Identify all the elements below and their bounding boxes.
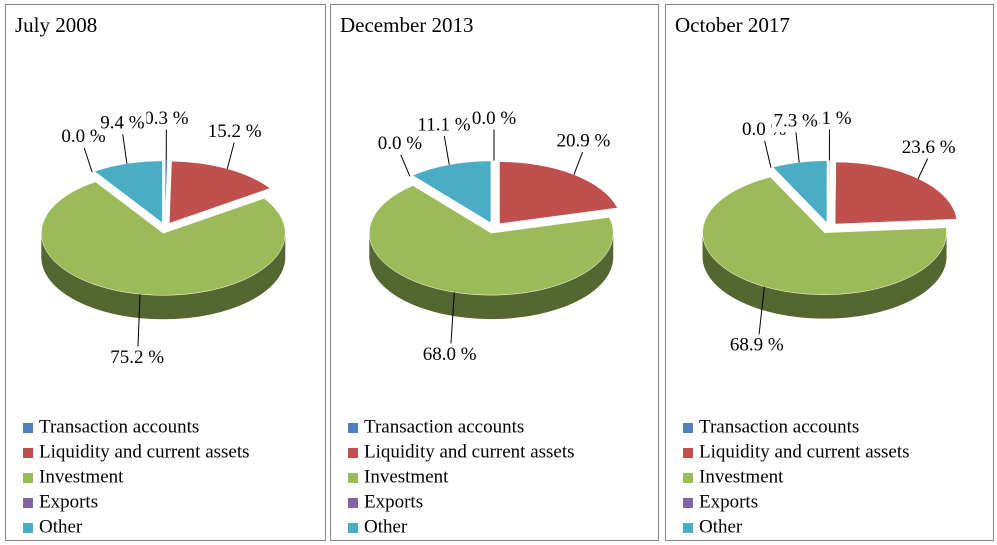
leader-line [83,145,93,173]
legend-label: Other [364,516,408,537]
legend-label: Transaction accounts [699,416,859,437]
label-bg [113,346,162,369]
chart-title: December 2013 [340,13,474,37]
data-label: 0.0 % [472,108,517,129]
data-label: 9.4 % [100,113,145,134]
label-bg [375,132,424,155]
label-bg [470,107,518,130]
label-bg [142,107,191,130]
legend-label: Investment [364,466,449,487]
leader-line [763,138,772,168]
legend-label: Other [699,516,743,537]
legend-swatch [683,473,693,483]
chart-title: October 2017 [675,13,790,37]
data-label: 68.9 % [730,335,784,356]
leader-line [795,130,800,163]
legend-label: Exports [699,491,758,512]
data-label: 0.0 % [378,133,423,154]
data-label: 7.3 % [774,111,819,132]
legend-label: Liquidity and current assets [364,441,575,462]
leader-line [573,149,584,175]
label-bg [771,110,820,133]
pie [41,160,286,320]
legend-label: Investment [699,466,784,487]
slice [41,181,286,296]
label-bg [59,125,108,148]
slice [702,176,947,295]
leader-line [226,140,236,169]
chart-title: July 2008 [15,13,97,37]
label-bg [732,334,781,357]
slice [499,161,618,225]
data-label: 68.0 % [423,344,477,365]
legend-swatch [348,448,358,458]
data-label: 11.1 % [417,114,470,135]
slice [169,161,271,224]
leader-line [443,133,450,165]
legend-swatch [23,423,33,433]
legend-swatch [683,448,693,458]
data-label: 0.3 % [144,108,189,129]
legend-label: Transaction accounts [39,416,199,437]
legend-swatch [683,423,693,433]
legend-swatch [348,473,358,483]
data-label: 15.2 % [208,121,262,142]
legend-swatch [23,523,33,533]
legend-swatch [683,498,693,508]
slice-side [41,233,286,320]
label-bg [904,136,953,159]
label-bg [210,120,259,143]
leader-line [121,132,128,164]
legend-swatch [683,523,693,533]
legend-label: Investment [39,466,124,487]
legend-swatch [348,523,358,533]
legend-swatch [348,423,358,433]
legend-swatch [23,498,33,508]
slice [369,185,614,296]
label-bg [425,343,474,366]
legend-label: Transaction accounts [364,416,524,437]
legend-label: Liquidity and current assets [699,441,910,462]
data-label: 23.6 % [902,137,956,158]
label-bg [98,112,147,135]
slice [91,171,161,224]
data-label: 0.0 % [61,126,106,147]
pie [369,160,618,320]
legend-label: Other [39,516,83,537]
legend-swatch [348,498,358,508]
data-label: 20.9 % [556,130,610,151]
data-label: 75.2 % [110,347,164,368]
slice [772,160,828,224]
slice-side [369,233,614,320]
leader-line [917,156,930,179]
label-bg [419,114,468,137]
legend-label: Exports [364,491,423,512]
legend-swatch [23,473,33,483]
legend-swatch [23,448,33,458]
legend-label: Liquidity and current assets [39,441,250,462]
label-bg [559,130,608,153]
legend-label: Exports [39,491,98,512]
leader-line [399,152,411,177]
